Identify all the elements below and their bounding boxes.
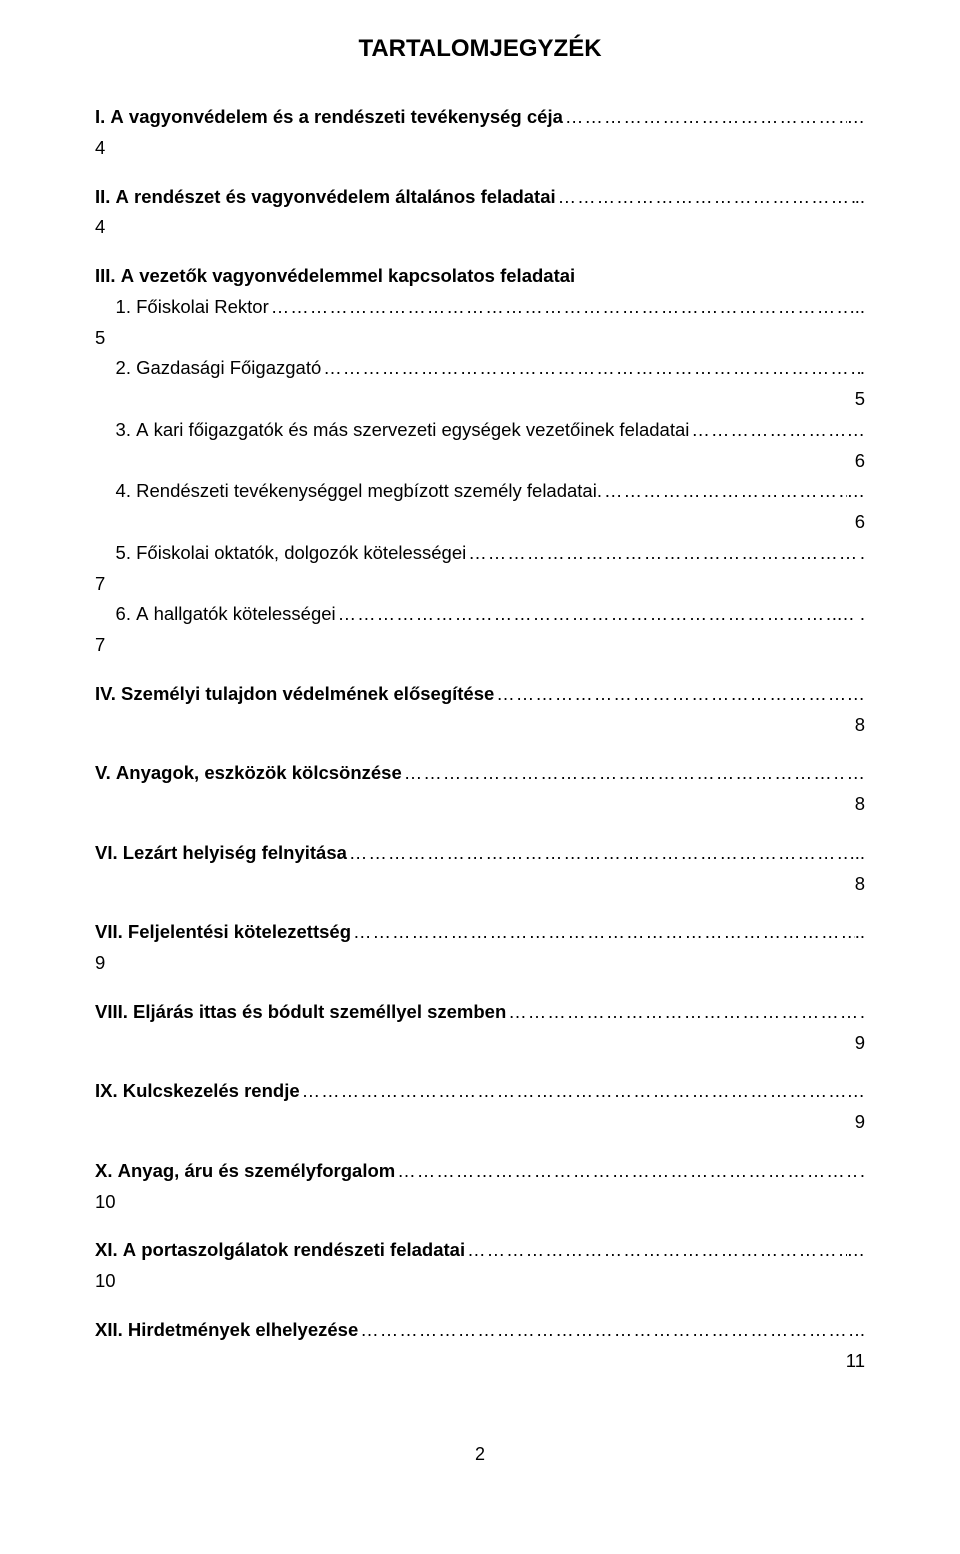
toc-entry-leader: …………………………………………………………………………………………………………… (466, 539, 860, 567)
toc-entry-label: V. Anyagok, eszközök kölcsönzése (95, 759, 402, 787)
toc-entry-page: 8 (95, 711, 865, 739)
toc-entry-page: 11 (95, 1347, 865, 1375)
toc-entry-leader: …………………………………………………………………………………………………………… (321, 354, 860, 382)
toc-entry-leader: …………………………………………………………………………………………………………… (347, 839, 850, 867)
toc-entry-leader: …………………………………………………………………………………………………………… (465, 1236, 846, 1264)
toc-entry-page: 5 (95, 324, 865, 352)
toc-entry-page: 10 (95, 1188, 865, 1216)
toc-entry-page: 8 (95, 790, 865, 818)
toc-entry-trail: … (847, 759, 866, 787)
toc-entry-trail: … (847, 103, 866, 131)
toc-entry: VII. Feljelentési kötelezettség………………………… (95, 918, 865, 946)
toc-entry-trail: … (847, 477, 866, 505)
toc-entry: VIII. Eljárás ittas és bódult személlyel… (95, 998, 865, 1026)
toc-entry-label: VI. Lezárt helyiség felnyitása (95, 839, 347, 867)
toc-entry: V. Anyagok, eszközök kölcsönzése……………………… (95, 759, 865, 787)
toc-entry-page: 7 (95, 631, 865, 659)
toc-entry-page: 6 (95, 447, 865, 475)
toc-entry: III. A vezetők vagyonvédelemmel kapcsola… (95, 262, 865, 290)
toc-entry-page: 4 (95, 134, 865, 162)
document-title: TARTALOMJEGYZÉK (95, 35, 865, 63)
toc-entry-trail: ... (850, 293, 865, 321)
toc-entry-trail: . (860, 1316, 865, 1344)
toc-entry-label: X. Anyag, áru és személyforgalom (95, 1157, 395, 1185)
toc-entry: 2. Gazdasági Főigazgató……………………………………………… (95, 354, 865, 382)
toc-entry-leader: …………………………………………………………………………………………………………… (351, 918, 855, 946)
toc-entry: I. A vagyonvédelem és a rendészeti tevék… (95, 103, 865, 131)
toc-entry-label: XII. Hirdetmények elhelyezése (95, 1316, 358, 1344)
toc-entry-leader: …………………………………………………………………………………………………………… (494, 680, 846, 708)
toc-entry: 5. Főiskolai oktatók, dolgozók kötelessé… (95, 539, 865, 567)
toc-entry-leader: …………………………………………………………………………………………………………… (269, 293, 850, 321)
toc-entry-leader: …………………………………………………………………………………………………………… (506, 998, 860, 1026)
toc-entry-trail: … (847, 1077, 866, 1105)
toc-entry-trail: . (860, 354, 865, 382)
page-number-footer: 2 (95, 1444, 865, 1465)
toc-entry-leader: …………………………………………………………………………………………………………… (689, 416, 846, 444)
toc-entry-leader: …………………………………………………………………………………………………………… (556, 183, 855, 211)
toc-entry-label: 2. Gazdasági Főigazgató (95, 354, 321, 382)
toc-entry-trail: .. (855, 183, 865, 211)
toc-entry-label: 1. Főiskolai Rektor (95, 293, 269, 321)
toc-entry-page: 5 (95, 385, 865, 413)
toc-entry-trail: … (847, 680, 866, 708)
toc-entry-trail: … . (836, 600, 865, 628)
toc-entry-page: 6 (95, 508, 865, 536)
toc-entry-label: VII. Feljelentési kötelezettség (95, 918, 351, 946)
toc-entry-trail: … (847, 416, 866, 444)
toc-entry-label: III. A vezetők vagyonvédelemmel kapcsola… (95, 262, 575, 290)
toc-entry-page: 9 (95, 1108, 865, 1136)
toc-entry-trail: ... (850, 839, 865, 867)
toc-entry-label: 6. A hallgatók kötelességei (95, 600, 336, 628)
toc-entry-page: 9 (95, 949, 865, 977)
toc-entry: X. Anyag, áru és személyforgalom……………………… (95, 1157, 865, 1185)
toc-entry-leader: …………………………………………………………………………………………………………… (395, 1157, 860, 1185)
toc-entry: II. A rendészet és vagyonvédelem általán… (95, 183, 865, 211)
toc-entry-label: 3. A kari főigazgatók és más szervezeti … (95, 416, 689, 444)
toc-entry-leader: …………………………………………………………………………………………………………… (336, 600, 837, 628)
toc-entry-leader: …………………………………………………………………………………………………………… (602, 477, 847, 505)
toc-entry-label: IV. Személyi tulajdon védelmének elősegí… (95, 680, 494, 708)
toc-entry-label: XI. A portaszolgálatok rendészeti felada… (95, 1236, 465, 1264)
toc-entry-label: 5. Főiskolai oktatók, dolgozók kötelessé… (95, 539, 466, 567)
toc-entry-page: 10 (95, 1267, 865, 1295)
toc-entry-page: 8 (95, 870, 865, 898)
toc-entry-leader: …………………………………………………………………………………………………………… (402, 759, 847, 787)
toc-entry-page: 7 (95, 570, 865, 598)
toc-entry: XI. A portaszolgálatok rendészeti felada… (95, 1236, 865, 1264)
toc-entry-page: 9 (95, 1029, 865, 1057)
toc-entry-leader: …………………………………………………………………………………………………………… (300, 1077, 847, 1105)
table-of-contents: I. A vagyonvédelem és a rendészeti tevék… (95, 103, 865, 1374)
toc-entry-label: I. A vagyonvédelem és a rendészeti tevék… (95, 103, 563, 131)
toc-entry-label: VIII. Eljárás ittas és bódult személlyel… (95, 998, 506, 1026)
toc-entry: 3. A kari főigazgatók és más szervezeti … (95, 416, 865, 444)
toc-entry-trail: . (860, 998, 865, 1026)
toc-entry-page: 4 (95, 213, 865, 241)
toc-entry-leader: …………………………………………………………………………………………………………… (358, 1316, 860, 1344)
toc-entry: 4. Rendészeti tevékenységgel megbízott s… (95, 477, 865, 505)
toc-entry-trail: .. (855, 918, 865, 946)
toc-entry-label: IX. Kulcskezelés rendje (95, 1077, 300, 1105)
toc-entry-label: II. A rendészet és vagyonvédelem általán… (95, 183, 556, 211)
toc-entry: IX. Kulcskezelés rendje……………………………………………… (95, 1077, 865, 1105)
toc-entry: IV. Személyi tulajdon védelmének elősegí… (95, 680, 865, 708)
toc-entry: 6. A hallgatók kötelességei…………………………………… (95, 600, 865, 628)
toc-entry-trail: . (860, 1157, 865, 1185)
toc-entry: VI. Lezárt helyiség felnyitása…………………………… (95, 839, 865, 867)
toc-entry-label: 4. Rendészeti tevékenységgel megbízott s… (95, 477, 602, 505)
toc-entry: XII. Hirdetmények elhelyezése……………………………… (95, 1316, 865, 1344)
toc-entry-leader: …………………………………………………………………………………………………………… (563, 103, 847, 131)
toc-entry: 1. Főiskolai Rektor………………………………………………………… (95, 293, 865, 321)
toc-entry-trail: . (860, 539, 865, 567)
toc-entry-trail: … (847, 1236, 866, 1264)
